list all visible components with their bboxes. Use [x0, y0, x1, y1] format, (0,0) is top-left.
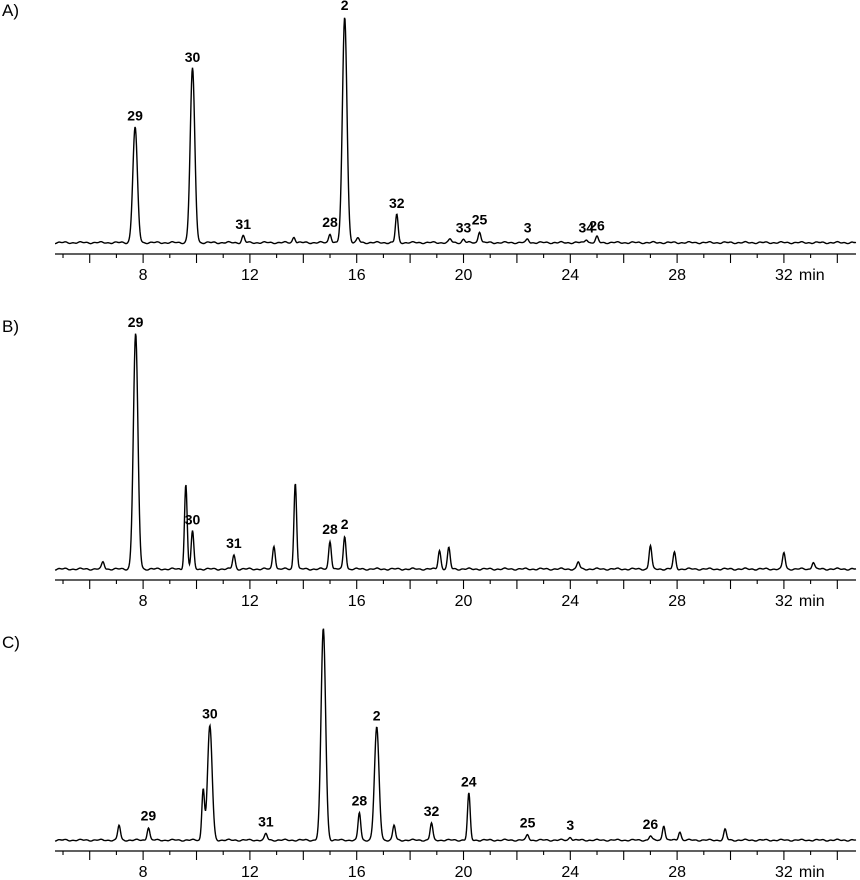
x-tick-label: 28 — [668, 593, 686, 610]
signal-trace — [55, 17, 857, 245]
x-tick-label: 24 — [561, 864, 579, 880]
x-tick-label: 8 — [139, 267, 148, 284]
peak-label: 2 — [341, 0, 349, 13]
peak-label: 2 — [341, 516, 349, 532]
peak-label: 3 — [524, 220, 532, 236]
peak-label: 2 — [373, 708, 381, 724]
peak-label: 28 — [322, 521, 338, 537]
peak-label: 28 — [322, 214, 338, 230]
x-tick-label: 8 — [139, 593, 148, 610]
peak-label: 25 — [520, 815, 536, 831]
peak-label: 28 — [352, 792, 368, 808]
peak-label: 31 — [235, 216, 251, 232]
signal-trace — [54, 628, 857, 842]
signal-trace — [54, 333, 857, 571]
x-tick-label: 20 — [455, 267, 473, 284]
panel-label: B) — [2, 317, 19, 336]
x-axis-unit: min — [799, 593, 825, 610]
x-tick-label: 12 — [241, 864, 259, 880]
peak-label: 32 — [424, 803, 440, 819]
x-tick-label: 12 — [241, 267, 259, 284]
peak-label: 30 — [185, 49, 201, 65]
x-tick-label: 8 — [139, 864, 148, 880]
x-axis-unit: min — [799, 864, 825, 880]
peak-label: 29 — [128, 314, 144, 330]
peak-label: 26 — [589, 217, 605, 233]
x-tick-label: 24 — [561, 267, 579, 284]
x-tick-label: 20 — [455, 864, 473, 880]
peak-label: 31 — [226, 535, 242, 551]
peak-label: 34 — [579, 220, 595, 236]
x-tick-label: 16 — [348, 864, 366, 880]
peak-label: 30 — [202, 706, 218, 722]
peak-label: 24 — [461, 773, 477, 789]
x-tick-label: 32 — [775, 267, 793, 284]
panel-label: A) — [2, 1, 19, 20]
x-tick-label: 28 — [668, 864, 686, 880]
x-tick-label: 16 — [348, 267, 366, 284]
peak-label: 26 — [643, 816, 659, 832]
panel-c: C) 29 30 31 28 2 32 24 25 3 26 8 12 16 20 24 28 32 min — [2, 628, 857, 880]
x-tick-label: 24 — [561, 593, 579, 610]
x-axis-unit: min — [799, 267, 825, 284]
peak-label: 3 — [566, 817, 574, 833]
peak-label: 30 — [185, 511, 201, 527]
x-tick-label: 28 — [668, 267, 686, 284]
x-tick-label: 32 — [775, 593, 793, 610]
peak-label: 31 — [258, 814, 274, 830]
x-tick-label: 20 — [455, 593, 473, 610]
peak-label: 29 — [141, 807, 157, 823]
x-tick-label: 16 — [348, 593, 366, 610]
peak-label: 25 — [472, 212, 488, 228]
peak-label: 32 — [389, 195, 405, 211]
x-tick-label: 32 — [775, 864, 793, 880]
panel-label: C) — [2, 633, 20, 652]
x-tick-label: 12 — [241, 593, 259, 610]
peak-label: 29 — [127, 108, 143, 124]
peak-label: 33 — [456, 220, 472, 236]
